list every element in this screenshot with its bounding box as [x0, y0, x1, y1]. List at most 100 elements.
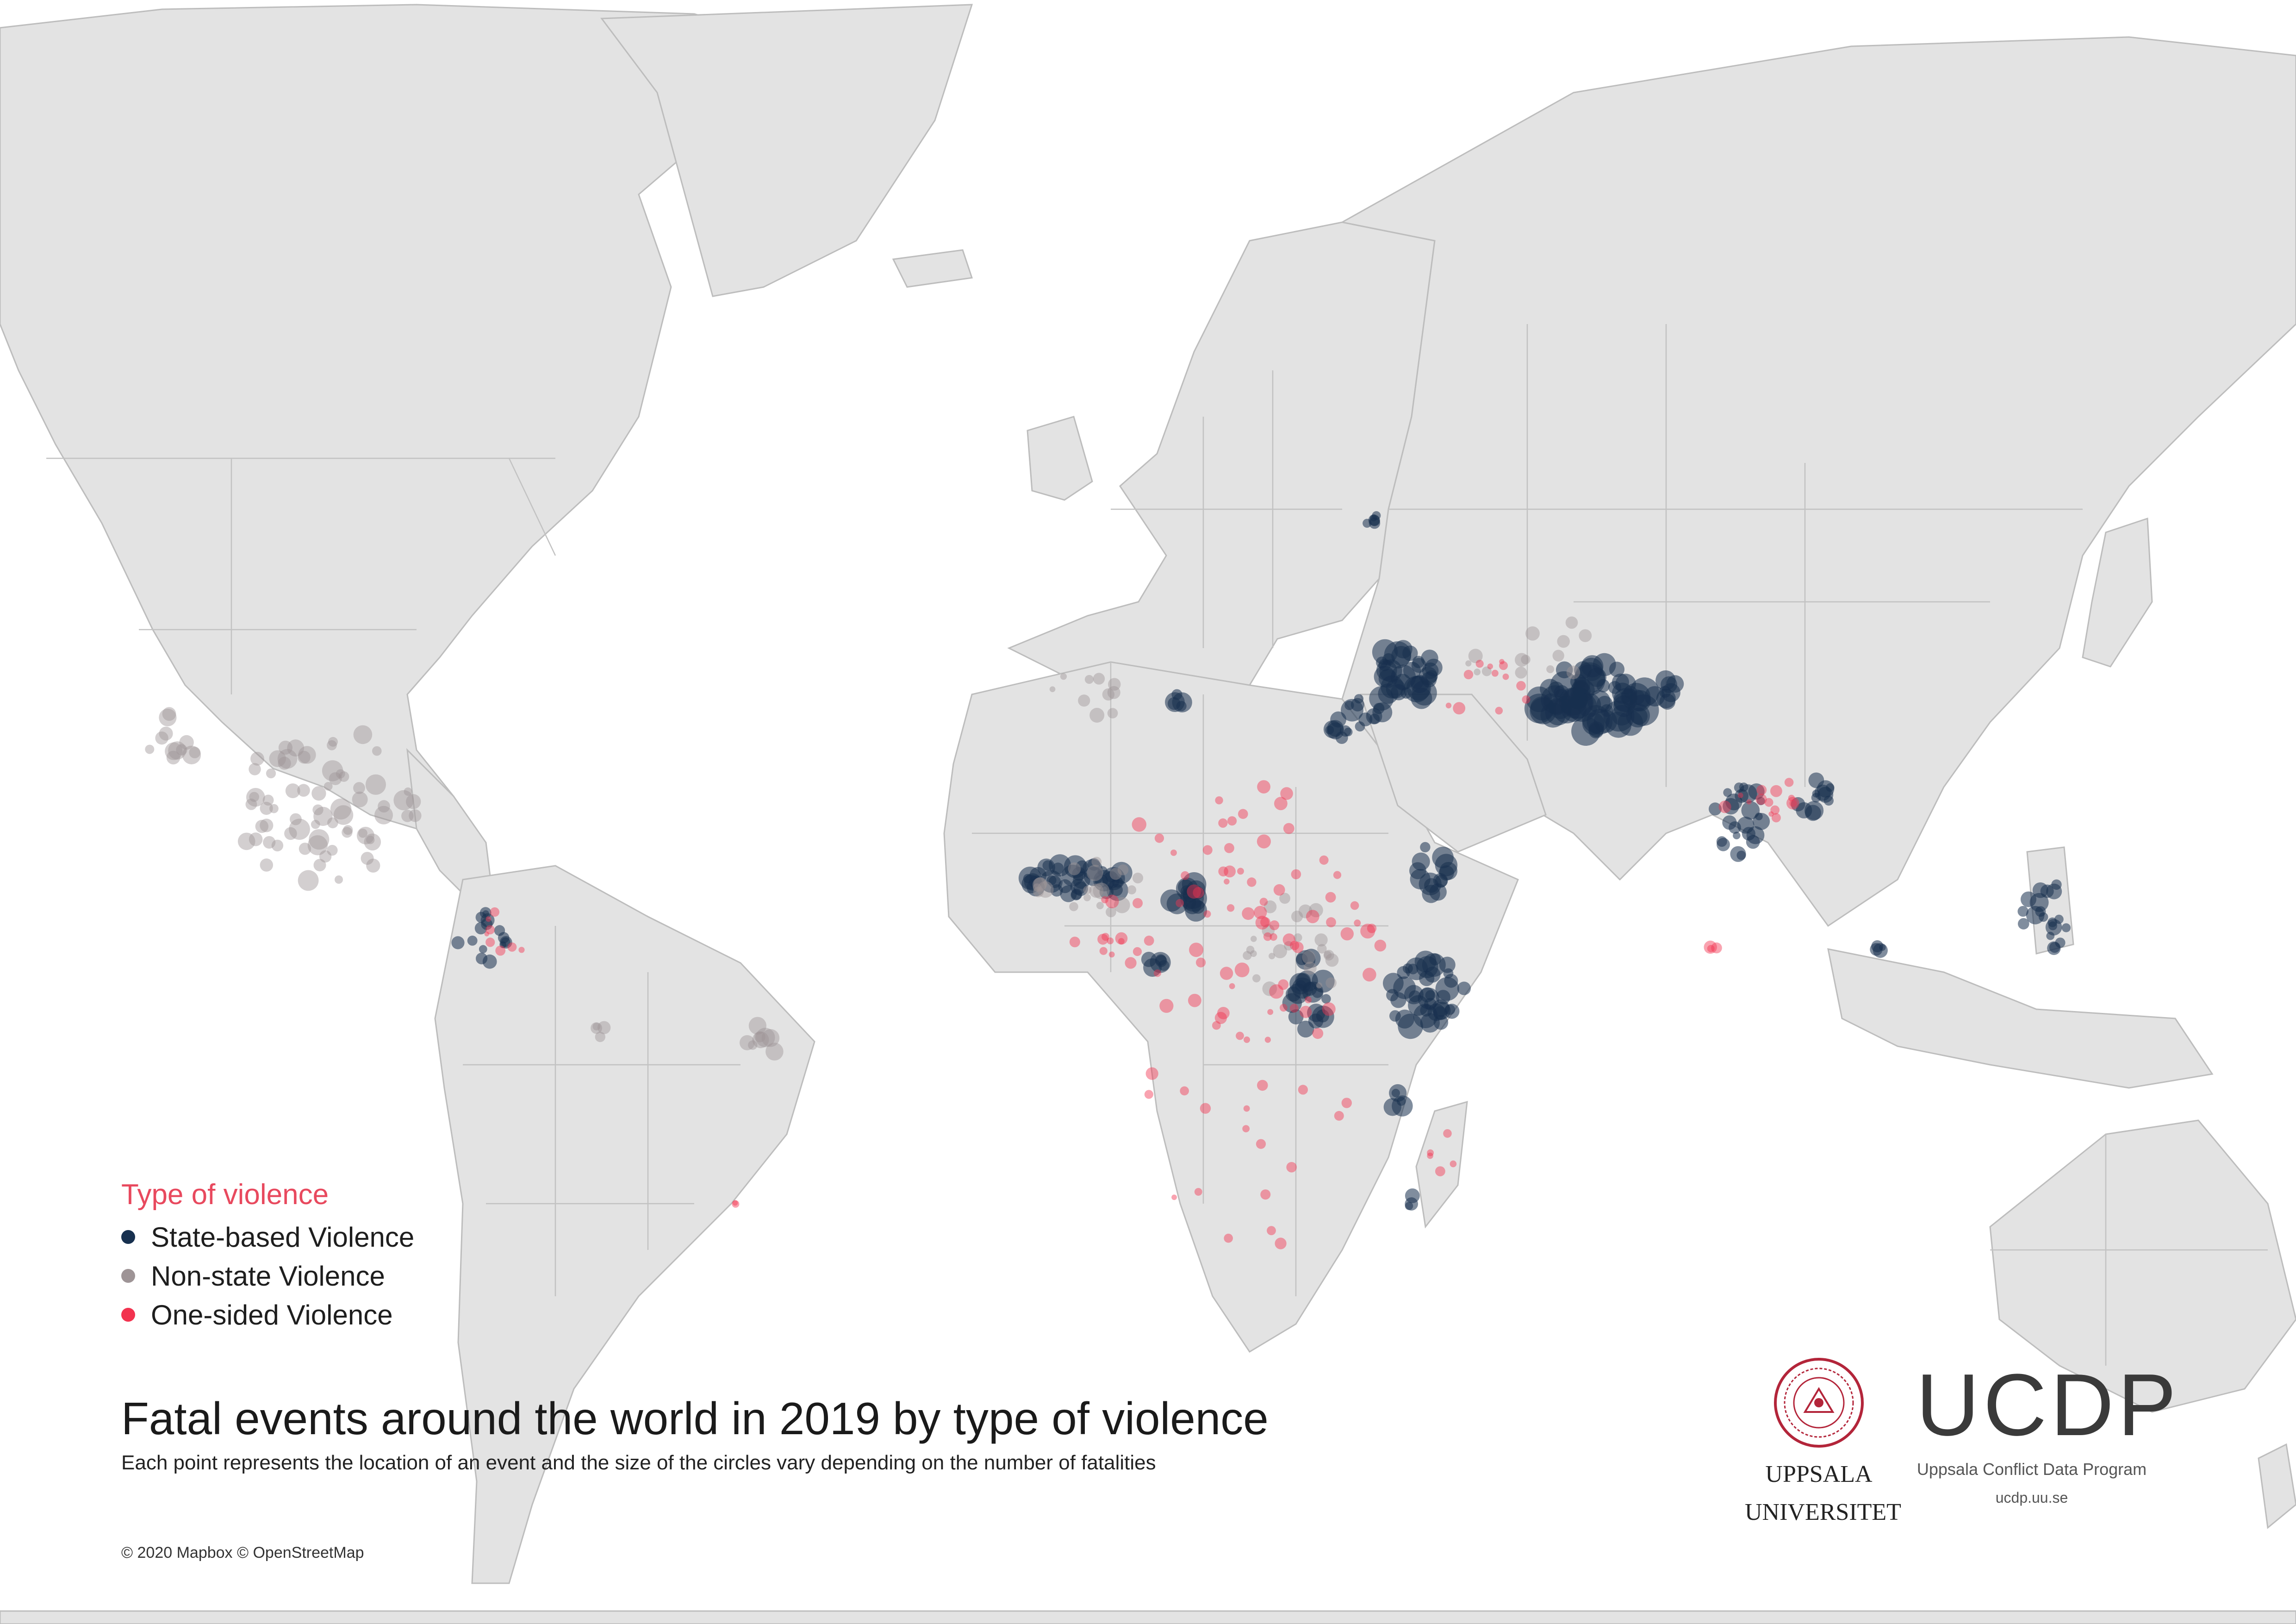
- one-sided-event[interactable]: [1292, 942, 1304, 953]
- one-sided-event[interactable]: [1101, 933, 1110, 941]
- one-sided-event[interactable]: [485, 916, 492, 922]
- one-sided-event[interactable]: [1350, 901, 1359, 910]
- one-sided-event[interactable]: [1257, 834, 1271, 849]
- one-sided-event[interactable]: [507, 942, 517, 952]
- one-sided-event[interactable]: [1707, 945, 1715, 952]
- one-sided-event[interactable]: [1217, 1007, 1230, 1019]
- non-state-event[interactable]: [176, 744, 187, 756]
- one-sided-event[interactable]: [1334, 1111, 1344, 1121]
- one-sided-event[interactable]: [1132, 898, 1143, 908]
- non-state-event[interactable]: [298, 750, 311, 764]
- one-sided-event[interactable]: [1242, 907, 1255, 920]
- non-state-event[interactable]: [145, 744, 155, 754]
- one-sided-event[interactable]: [1229, 983, 1235, 989]
- one-sided-event[interactable]: [1269, 920, 1280, 931]
- one-sided-event[interactable]: [1711, 942, 1722, 954]
- non-state-event[interactable]: [1060, 673, 1067, 680]
- state-based-event[interactable]: [474, 922, 487, 935]
- non-state-event[interactable]: [155, 731, 168, 745]
- non-state-event[interactable]: [249, 792, 259, 802]
- one-sided-event[interactable]: [1224, 879, 1230, 885]
- state-based-event[interactable]: [451, 936, 465, 949]
- one-sided-event[interactable]: [1475, 660, 1484, 668]
- state-based-event[interactable]: [1556, 661, 1573, 679]
- one-sided-event[interactable]: [518, 947, 525, 953]
- state-based-event[interactable]: [1425, 670, 1438, 683]
- one-sided-event[interactable]: [1212, 1021, 1221, 1030]
- one-sided-event[interactable]: [1132, 817, 1146, 832]
- one-sided-event[interactable]: [495, 945, 506, 956]
- one-sided-event[interactable]: [1367, 924, 1377, 933]
- one-sided-event[interactable]: [1291, 869, 1301, 880]
- state-based-event[interactable]: [476, 952, 488, 965]
- state-based-event[interactable]: [1733, 831, 1741, 840]
- one-sided-event[interactable]: [732, 1200, 738, 1206]
- one-sided-event[interactable]: [1108, 951, 1115, 958]
- one-sided-event[interactable]: [1224, 1233, 1233, 1243]
- state-based-event[interactable]: [1407, 963, 1419, 974]
- non-state-event[interactable]: [165, 742, 183, 760]
- non-state-event[interactable]: [754, 1031, 765, 1043]
- one-sided-event[interactable]: [1326, 917, 1336, 928]
- one-sided-event[interactable]: [1768, 811, 1774, 817]
- one-sided-event[interactable]: [1187, 884, 1201, 899]
- state-based-event[interactable]: [1596, 696, 1613, 712]
- one-sided-event[interactable]: [1256, 1139, 1266, 1149]
- non-state-event[interactable]: [1323, 949, 1334, 961]
- state-based-event[interactable]: [1048, 875, 1061, 888]
- non-state-event[interactable]: [298, 870, 319, 891]
- one-sided-event[interactable]: [1257, 780, 1271, 793]
- state-based-event[interactable]: [475, 912, 487, 923]
- non-state-event[interactable]: [246, 788, 265, 807]
- non-state-event[interactable]: [260, 858, 273, 872]
- non-state-event[interactable]: [1107, 686, 1120, 699]
- one-sided-event[interactable]: [1453, 702, 1466, 715]
- non-state-event[interactable]: [249, 763, 261, 775]
- one-sided-event[interactable]: [1203, 910, 1211, 918]
- non-state-event[interactable]: [324, 782, 333, 791]
- one-sided-event[interactable]: [1180, 1086, 1189, 1096]
- state-based-event[interactable]: [1420, 842, 1431, 853]
- non-state-event[interactable]: [365, 774, 386, 795]
- state-based-event[interactable]: [1396, 1097, 1406, 1106]
- state-based-event[interactable]: [1811, 793, 1821, 803]
- one-sided-event[interactable]: [1260, 917, 1270, 927]
- non-state-event[interactable]: [1117, 864, 1129, 875]
- non-state-event[interactable]: [374, 806, 393, 824]
- non-state-event[interactable]: [1078, 694, 1090, 707]
- state-based-event[interactable]: [1424, 998, 1437, 1011]
- one-sided-event[interactable]: [1341, 1098, 1352, 1108]
- non-state-event[interactable]: [1294, 933, 1302, 942]
- state-based-event[interactable]: [1308, 1013, 1324, 1029]
- one-sided-event[interactable]: [485, 937, 495, 947]
- non-state-event[interactable]: [366, 858, 380, 873]
- one-sided-event[interactable]: [1200, 1103, 1211, 1114]
- non-state-event[interactable]: [1325, 953, 1339, 967]
- one-sided-event[interactable]: [1427, 1149, 1434, 1156]
- one-sided-event[interactable]: [1755, 793, 1767, 805]
- one-sided-event[interactable]: [1746, 799, 1752, 805]
- state-based-event[interactable]: [1655, 670, 1676, 691]
- non-state-event[interactable]: [311, 820, 320, 829]
- state-based-event[interactable]: [2017, 906, 2028, 917]
- non-state-event[interactable]: [1269, 953, 1276, 960]
- non-state-event[interactable]: [1279, 893, 1291, 904]
- state-based-event[interactable]: [1805, 805, 1821, 821]
- one-sided-event[interactable]: [1771, 813, 1781, 823]
- state-based-event[interactable]: [1295, 950, 1316, 970]
- state-based-event[interactable]: [1093, 870, 1115, 892]
- non-state-event[interactable]: [336, 769, 345, 779]
- non-state-event[interactable]: [1302, 950, 1316, 964]
- one-sided-event[interactable]: [1450, 1160, 1457, 1168]
- non-state-event[interactable]: [297, 784, 310, 797]
- non-state-event[interactable]: [1033, 887, 1044, 897]
- one-sided-event[interactable]: [1220, 967, 1233, 980]
- non-state-event[interactable]: [752, 1031, 769, 1049]
- state-based-event[interactable]: [1021, 874, 1040, 893]
- non-state-event[interactable]: [1566, 665, 1580, 680]
- one-sided-event[interactable]: [1097, 934, 1108, 945]
- one-sided-event[interactable]: [1282, 933, 1296, 946]
- non-state-event[interactable]: [1303, 962, 1317, 975]
- non-state-event[interactable]: [1481, 666, 1492, 676]
- non-state-event[interactable]: [1093, 882, 1110, 899]
